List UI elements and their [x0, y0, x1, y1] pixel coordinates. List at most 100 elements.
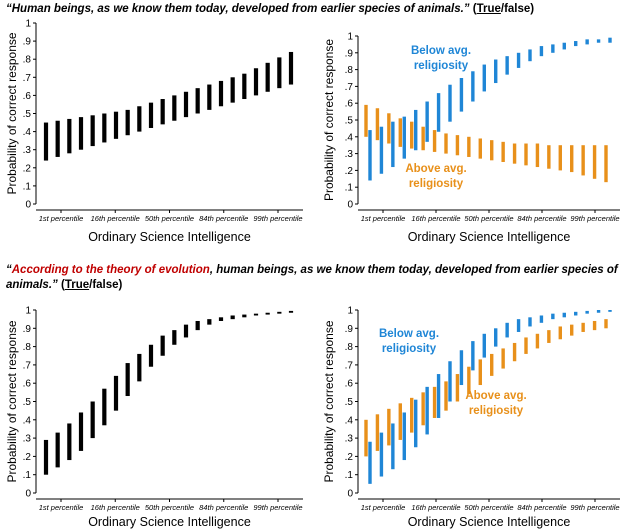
range-bar-above-avg — [512, 143, 517, 164]
y-tick-label: 0 — [347, 489, 353, 500]
y-tick-label: .4 — [345, 132, 354, 143]
range-bar-all — [137, 106, 142, 132]
range-bar-above-avg — [455, 135, 460, 156]
range-bar-all — [43, 439, 49, 475]
y-tick-label: 1 — [25, 306, 31, 317]
x-tick-label: 99th percentile — [570, 214, 619, 223]
range-bar-above-avg — [467, 366, 471, 395]
range-bar-above-avg — [478, 359, 482, 386]
range-bar-above-avg — [524, 143, 528, 166]
range-bar-below-avg — [539, 315, 544, 323]
y-tick-label: .7 — [345, 360, 354, 371]
range-bar-below-avg — [425, 386, 429, 435]
range-bar-above-avg — [501, 348, 505, 369]
range-bar-below-avg — [494, 59, 498, 84]
y-tick-label: 1 — [25, 19, 31, 30]
range-bar-above-avg — [444, 133, 448, 154]
y-tick-label: .6 — [345, 379, 354, 390]
series-annotation: Above avg. — [405, 163, 466, 175]
range-bar-below-avg — [425, 101, 429, 142]
range-bar-all — [253, 313, 259, 316]
range-bar-all — [90, 401, 95, 439]
range-bar-above-avg — [387, 408, 391, 446]
y-axis-title: Probability of correct response — [5, 320, 19, 482]
x-tick-label: 84th percentile — [199, 503, 248, 512]
range-bar-all — [55, 120, 60, 157]
range-bar-all — [172, 95, 177, 121]
y-tick-label: .4 — [23, 415, 32, 426]
range-bar-below-avg — [471, 71, 475, 102]
headline-top-text: Human beings, as we know them today, dev… — [11, 3, 470, 15]
range-bar-all — [242, 314, 247, 318]
range-bar-all — [288, 51, 294, 85]
y-tick-label: .3 — [23, 434, 32, 445]
x-tick-label: 84th percentile — [517, 214, 566, 223]
headline-bottom-answer-true: True — [64, 279, 90, 291]
x-tick-label: 99th percentile — [253, 214, 302, 223]
x-axis-title: Ordinary Science Intelligence — [408, 230, 571, 244]
range-bar-below-avg — [574, 41, 578, 47]
range-bar-above-avg — [467, 136, 471, 157]
headline-bottom-text-line1: , human beings, as we know them today, d… — [209, 264, 618, 276]
y-axis-title: Probability of correct response — [322, 39, 336, 201]
y-tick-label: .5 — [23, 109, 32, 120]
range-bar-below-avg — [402, 116, 406, 159]
range-bar-above-avg — [570, 324, 574, 336]
y-tick-label: 1 — [347, 306, 353, 317]
range-bar-above-avg — [524, 337, 528, 354]
series-annotation: religiosity — [382, 343, 437, 355]
x-tick-label: 50th percentile — [464, 214, 513, 223]
range-bar-above-avg — [547, 145, 551, 169]
y-tick-label: .2 — [23, 163, 32, 174]
range-bar-all — [195, 320, 200, 331]
range-bar-above-avg — [375, 108, 380, 141]
x-tick-label: 1st percentile — [361, 214, 406, 223]
headline-bottom-text-line2: animals.” — [6, 279, 58, 291]
headline-bottom: “According to the theory of evolution, h… — [6, 263, 618, 293]
x-tick-label: 16th percentile — [91, 503, 140, 512]
y-tick-label: .4 — [345, 415, 354, 426]
range-bar-above-avg — [455, 374, 460, 402]
y-tick-label: .1 — [23, 470, 32, 481]
x-tick-label: 1st percentile — [361, 503, 406, 512]
range-bar-above-avg — [375, 414, 380, 451]
range-bar-above-avg — [410, 121, 414, 149]
range-bar-below-avg — [608, 310, 612, 312]
range-bar-below-avg — [574, 311, 578, 316]
range-bar-all — [230, 77, 235, 103]
range-bar-below-avg — [608, 37, 612, 43]
range-bar-above-avg — [432, 386, 437, 418]
range-bar-above-avg — [547, 330, 551, 343]
range-bar-below-avg — [551, 313, 555, 320]
range-bar-below-avg — [505, 56, 509, 75]
x-tick-label: 99th percentile — [570, 503, 619, 512]
range-bar-below-avg — [368, 441, 372, 484]
range-bar-all — [113, 375, 119, 411]
y-tick-label: .7 — [345, 82, 354, 93]
range-bar-above-avg — [410, 397, 414, 433]
y-tick-label: .7 — [23, 73, 32, 84]
range-bar-all — [113, 111, 119, 139]
range-bar-below-avg — [391, 121, 395, 168]
range-bar-below-avg — [368, 130, 372, 181]
y-tick-label: .1 — [345, 183, 354, 194]
range-bar-all — [78, 117, 84, 150]
range-bar-all — [183, 324, 189, 338]
range-bar-all — [277, 311, 282, 314]
range-bar-all — [253, 68, 259, 96]
x-tick-label: 1st percentile — [39, 503, 84, 512]
y-axis-title: Probability of correct response — [322, 320, 336, 482]
y-tick-label: .3 — [345, 149, 354, 160]
y-tick-label: .5 — [345, 397, 354, 408]
range-bar-all — [125, 109, 130, 136]
range-bar-all — [242, 73, 247, 100]
range-bar-above-avg — [387, 113, 391, 144]
y-tick-label: .8 — [345, 65, 354, 76]
range-bar-all — [218, 80, 224, 107]
range-bar-below-avg — [448, 361, 452, 402]
headline-top-open-quote: “ — [6, 3, 12, 15]
series-annotation: Above avg. — [465, 390, 526, 402]
y-tick-label: .1 — [23, 181, 32, 192]
range-bar-below-avg — [482, 64, 486, 92]
